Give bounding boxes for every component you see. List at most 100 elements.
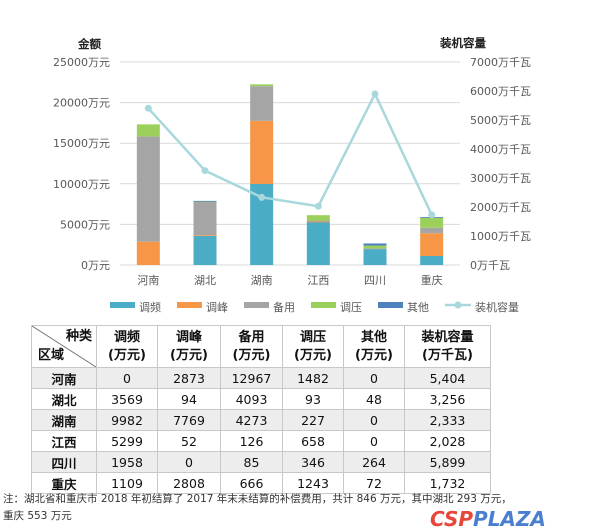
table-cell: 4273 [220, 409, 283, 431]
bar-segment-调压 [250, 84, 274, 87]
legend-label: 装机容量 [475, 300, 519, 314]
table-cell: 94 [157, 388, 221, 410]
header-unit: (万元) [170, 347, 208, 363]
column-header: 调压 (万元) [282, 325, 344, 368]
table-cell: 2,028 [404, 430, 491, 452]
bar-segment-调频 [193, 236, 217, 265]
table-cell: 658 [282, 430, 344, 452]
row-header: 江西 [31, 430, 97, 452]
stacked-bar-line-chart: 0万元 5000万元 10000万元 15000万元 20000万元 25000万元 0万千… [53, 36, 531, 314]
bar-segment-调峰 [193, 235, 217, 237]
column-header: 装机容量 (万千瓦) [404, 325, 491, 368]
table-row: 四川 1958 0 85 346 264 5,899 [31, 451, 491, 473]
table-cell: 227 [282, 409, 344, 431]
table-cell: 2808 [157, 472, 221, 494]
bar-segment-调频 [250, 183, 274, 265]
header-name: 备用 [238, 329, 265, 345]
table-row: 湖南 9982 7769 4273 227 0 2,333 [31, 409, 491, 431]
row-header: 湖南 [31, 409, 97, 431]
column-header: 备用 (万元) [220, 325, 283, 368]
table-cell: 0 [343, 430, 405, 452]
table-cell: 85 [220, 451, 283, 473]
header-name: 调峰 [175, 329, 202, 345]
capacity-point [371, 90, 379, 98]
legend-swatch [177, 302, 202, 308]
capacity-point [258, 193, 266, 201]
data-table: 种类 区域 调频 (万元) 调峰 (万元) 备用 (万元) 调压 (万元) 其他 (万元) 装机容量 (… [31, 325, 491, 494]
bar-segment-调压 [363, 245, 387, 249]
table-cell: 3,256 [404, 388, 491, 410]
header-unit: (万千瓦) [422, 347, 473, 363]
footnote-line-1: 注：湖北省和重庆市 2018 年初结算了 2017 年末未结算的补偿费用，共计 … [3, 493, 512, 505]
bar-segment-备用 [420, 227, 444, 234]
capacity-point [201, 167, 209, 175]
column-header: 其他 (万元) [343, 325, 405, 368]
capacity-point [314, 202, 322, 210]
header-unit: (万元) [355, 347, 393, 363]
bar-segment-其他 [363, 243, 387, 246]
bar-segment-备用 [306, 220, 330, 222]
corner-bottom-label: 区域 [38, 348, 65, 363]
table-cell: 48 [343, 388, 405, 410]
capacity-point [144, 104, 152, 112]
table-cell: 93 [282, 388, 344, 410]
watermark-part-1: CSP [430, 507, 474, 531]
table-cell: 0 [343, 367, 405, 389]
table-cell: 1,732 [404, 472, 491, 494]
table-cell: 264 [343, 451, 405, 473]
capacity-point [428, 211, 436, 219]
bar-segment-调峰 [420, 233, 444, 256]
table-cell: 72 [343, 472, 405, 494]
right-tick-label: 6000万千瓦 [470, 85, 531, 98]
bar-segment-备用 [363, 248, 387, 250]
table-cell: 7769 [157, 409, 221, 431]
table-row: 江西 5299 52 126 658 0 2,028 [31, 430, 491, 452]
legend-label: 调峰 [206, 301, 228, 314]
header-unit: (万元) [232, 347, 271, 363]
table-cell: 0 [343, 409, 405, 431]
table-cell: 52 [157, 430, 221, 452]
bar-segment-调峰 [250, 120, 274, 184]
category-label: 河南 [137, 274, 159, 287]
header-name: 装机容量 [421, 329, 474, 345]
right-tick-label: 0万千瓦 [470, 259, 510, 272]
bar-segment-备用 [136, 136, 160, 242]
row-header: 重庆 [31, 472, 97, 494]
row-header: 河南 [31, 367, 97, 389]
left-tick-label: 10000万元 [53, 178, 110, 191]
table-cell: 126 [220, 430, 283, 452]
right-axis-title: 装机容量 [439, 36, 486, 50]
table-cell: 9982 [96, 409, 158, 431]
table-cell: 1482 [282, 367, 344, 389]
corner-top-label: 种类 [65, 329, 92, 344]
left-tick-label: 5000万元 [60, 218, 110, 231]
table-cell: 12967 [220, 367, 283, 389]
bar-segment-调压 [420, 217, 444, 228]
table-cell: 1958 [96, 451, 158, 473]
bar-segment-备用 [250, 86, 274, 121]
table-cell: 3569 [96, 388, 158, 410]
table-row: 湖北 3569 94 4093 93 48 3,256 [31, 388, 491, 410]
capacity-line [147, 91, 433, 216]
table-cell: 666 [220, 472, 283, 494]
legend-swatch [110, 302, 135, 308]
table-cell: 2,333 [404, 409, 491, 431]
table-cell: 1109 [96, 472, 158, 494]
left-axis-title: 金额 [77, 37, 101, 51]
category-label: 湖南 [251, 274, 273, 287]
bar-segment-调压 [306, 215, 330, 221]
right-tick-label: 2000万千瓦 [470, 201, 531, 214]
legend-swatch [244, 302, 269, 308]
legend-label: 调频 [139, 300, 161, 314]
legend-label: 其他 [407, 301, 429, 314]
left-tick-label: 15000万元 [53, 137, 110, 150]
right-tick-label: 4000万千瓦 [470, 143, 531, 156]
bar-segment-其他 [193, 200, 217, 202]
left-tick-label: 20000万元 [53, 97, 110, 110]
legend-label: 调压 [340, 301, 362, 314]
header-name: 调频 [113, 329, 140, 345]
left-tick-label: 0万元 [81, 259, 110, 272]
bar-segment-调频 [363, 249, 387, 265]
table-cell: 5,404 [404, 367, 491, 389]
legend-swatch [378, 302, 403, 308]
